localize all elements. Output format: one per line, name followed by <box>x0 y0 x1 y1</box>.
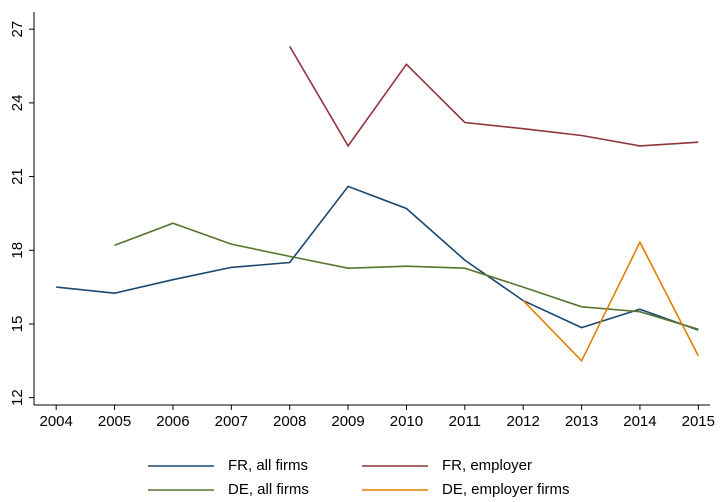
series-line <box>289 45 699 148</box>
y-tick-label: 12 <box>9 389 26 406</box>
x-tick-label: 2009 <box>331 413 364 430</box>
x-tick-label: 2010 <box>390 413 423 430</box>
y-tick-label: 18 <box>9 242 26 259</box>
x-tick-label: 2005 <box>98 413 131 430</box>
legend-label: DE, employer firms <box>442 481 570 498</box>
y-tick-label: 15 <box>9 316 26 333</box>
x-tick-label: 2012 <box>507 413 540 430</box>
series-line <box>522 240 700 363</box>
x-tick-label: 2015 <box>682 413 715 430</box>
series-line <box>114 222 699 331</box>
legend-label: FR, all firms <box>228 457 308 474</box>
x-tick-label: 2004 <box>39 413 72 430</box>
x-tick-label: 2014 <box>623 413 656 430</box>
x-tick-label: 2013 <box>565 413 598 430</box>
x-tick-label: 2007 <box>215 413 248 430</box>
series-line <box>56 185 699 331</box>
x-tick-label: 2006 <box>156 413 189 430</box>
y-tick-label: 27 <box>9 21 26 38</box>
legend-label: FR, employer <box>442 457 532 474</box>
y-tick-label: 21 <box>9 168 26 185</box>
legend-label: DE, all firms <box>228 481 309 498</box>
x-tick-label: 2011 <box>449 413 481 430</box>
x-tick-label: 2008 <box>273 413 306 430</box>
y-tick-label: 24 <box>9 95 26 112</box>
